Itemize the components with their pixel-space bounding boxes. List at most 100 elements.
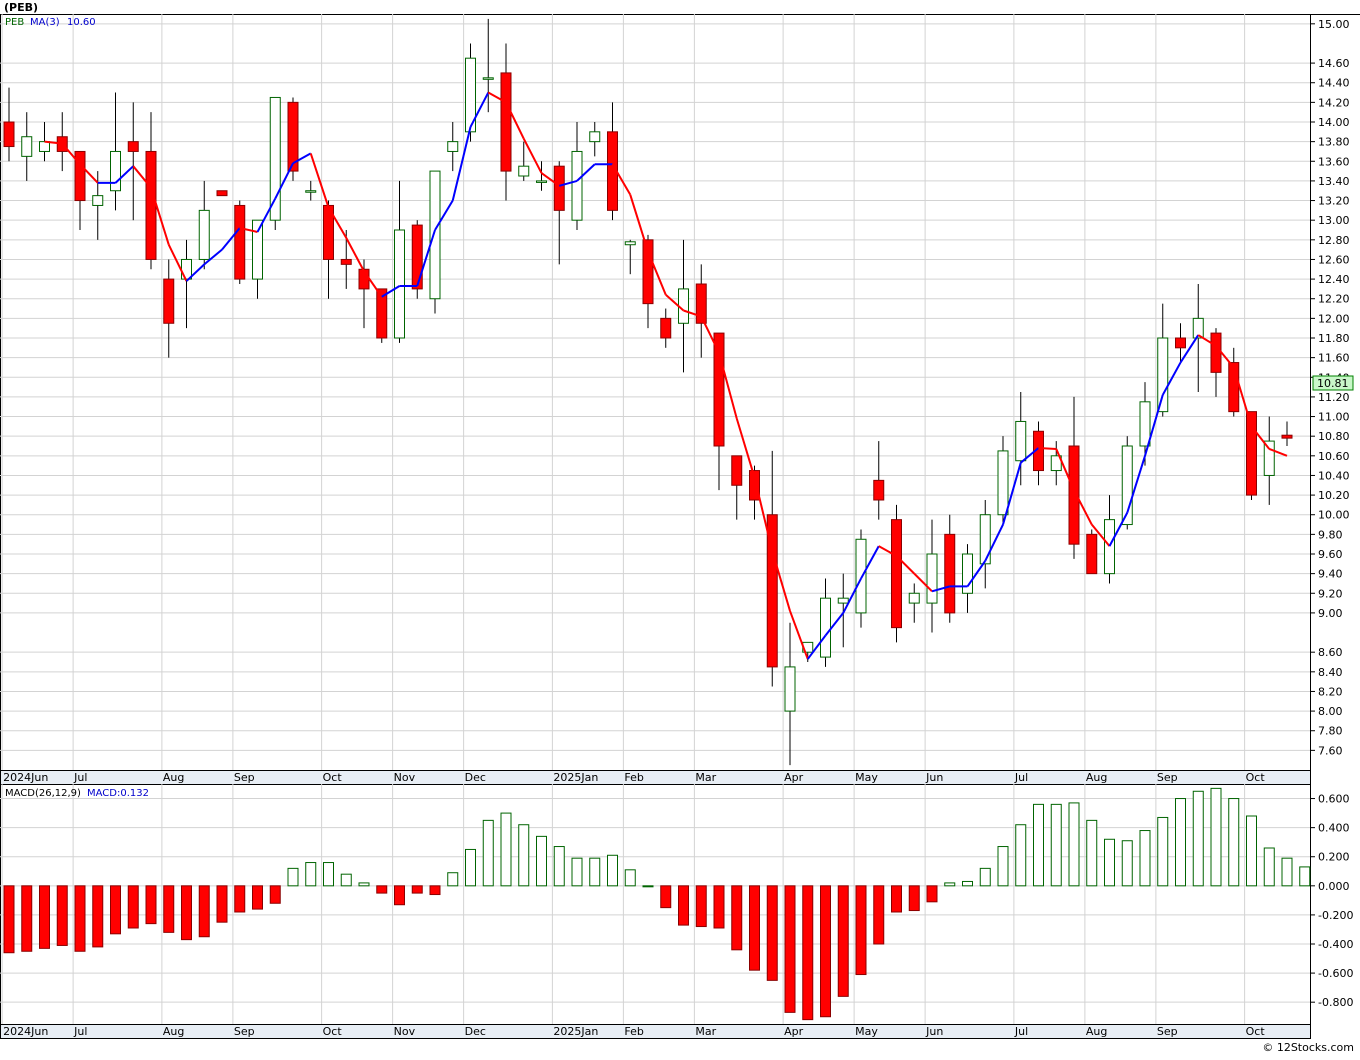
x-tick-label: 2024Jun <box>3 1025 48 1038</box>
macd-bar <box>979 867 991 887</box>
candle-body <box>749 470 760 501</box>
candle-body <box>820 597 831 658</box>
candle <box>1192 284 1204 392</box>
macd-bar <box>802 885 814 1021</box>
x-tick-label: Mar <box>695 771 716 784</box>
macd-bar <box>855 885 867 976</box>
candle <box>447 122 459 172</box>
macd-bar <box>3 885 15 954</box>
x-tick-label: Feb <box>624 1025 643 1038</box>
ma-segment <box>61 142 81 165</box>
macd-tick-label: 0.600 <box>1318 793 1350 806</box>
ma-segment <box>363 270 383 298</box>
macd-bar <box>252 885 263 910</box>
macd-bar <box>571 857 583 887</box>
candle-body <box>1210 332 1222 373</box>
candle-body <box>660 317 672 339</box>
candle-body <box>962 553 973 594</box>
candle-body <box>1192 317 1204 339</box>
price-tick-label: 9.80 <box>1318 528 1343 541</box>
candle <box>429 170 441 314</box>
ma-segment <box>167 244 188 282</box>
candle-body <box>784 666 796 712</box>
macd-bar <box>1157 816 1169 887</box>
price-tick-label: 8.40 <box>1318 666 1343 679</box>
ma-segment <box>878 545 897 557</box>
watermark: © 12Stocks.com <box>1262 1041 1354 1054</box>
x-tick-label: Mar <box>695 1025 716 1038</box>
ma-segment <box>1038 446 1057 450</box>
ma-segment <box>683 309 702 318</box>
candle-body <box>553 165 565 211</box>
price-tick-label: 9.20 <box>1318 587 1343 600</box>
candle-body <box>873 479 885 501</box>
price-tick-label: 13.00 <box>1318 214 1350 227</box>
macd-bar <box>820 885 831 1018</box>
price-legend-symbol: PEB <box>5 17 24 28</box>
ma-segment <box>895 555 915 575</box>
candle <box>536 161 547 191</box>
candle-body <box>465 57 476 133</box>
candle-body <box>1175 337 1186 349</box>
x-tick-label: Apr <box>784 1025 804 1038</box>
candle <box>198 180 210 270</box>
macd-bar <box>1033 803 1044 887</box>
x-tick-label: Jul <box>73 1025 87 1038</box>
macd-bar <box>642 885 654 888</box>
macd-bar <box>323 862 334 887</box>
price-tick-label: 8.20 <box>1318 685 1343 698</box>
moving-average-line <box>44 91 1288 660</box>
candle <box>482 18 494 113</box>
macd-bar <box>1121 840 1133 887</box>
ma-segment <box>1020 447 1040 464</box>
candle <box>127 102 139 221</box>
ma-segment <box>1108 512 1129 547</box>
macd-bar <box>589 857 601 887</box>
ma-segment <box>647 251 667 296</box>
price-tick-label: 12.60 <box>1318 253 1350 266</box>
macd-bar <box>873 885 885 945</box>
candle-body <box>482 77 494 80</box>
x-tick-label: Sep <box>1157 1025 1178 1038</box>
ma-segment <box>505 101 525 140</box>
ma-segment <box>1144 394 1164 457</box>
price-tick-label: 10.80 <box>1318 430 1350 443</box>
price-tick-label: 14.00 <box>1318 116 1350 129</box>
candle-body <box>1068 445 1080 545</box>
candle-body <box>997 450 1009 516</box>
macd-bar <box>749 885 760 971</box>
ma-segment <box>558 179 578 187</box>
ma-segment <box>753 477 774 552</box>
macd-tick-label: -0.800 <box>1318 996 1353 1009</box>
macd-bar <box>269 885 281 904</box>
ma-segment <box>665 294 685 312</box>
price-tick-label: 10.60 <box>1318 450 1350 463</box>
macd-bars <box>3 787 1311 1021</box>
candle <box>518 141 530 181</box>
price-tick-label: 9.60 <box>1318 548 1343 561</box>
x-tick-label: Oct <box>323 1025 343 1038</box>
candle-body <box>1139 401 1151 447</box>
candle-body <box>837 597 849 604</box>
macd-bar <box>1228 798 1240 887</box>
ma-segment <box>309 153 330 208</box>
ma-segment <box>913 572 933 593</box>
candle <box>394 180 405 343</box>
ma-segment <box>806 634 827 660</box>
ma-segment <box>150 187 170 246</box>
ma-segment <box>984 524 1004 562</box>
macd-bar <box>908 885 920 912</box>
ma-segment <box>256 198 277 233</box>
macd-tick-label: -0.600 <box>1318 967 1353 980</box>
ma-segment <box>416 229 436 287</box>
ma-segment <box>789 610 809 660</box>
x-tick-label: May <box>855 1025 878 1038</box>
ma-segment <box>1250 425 1271 450</box>
date-axis-band-bottom <box>0 1024 1311 1039</box>
candle-body <box>944 533 956 614</box>
candle-body <box>198 209 210 260</box>
macd-bar <box>74 885 86 952</box>
macd-bar <box>39 885 50 949</box>
price-tick-label: 12.00 <box>1318 312 1350 325</box>
